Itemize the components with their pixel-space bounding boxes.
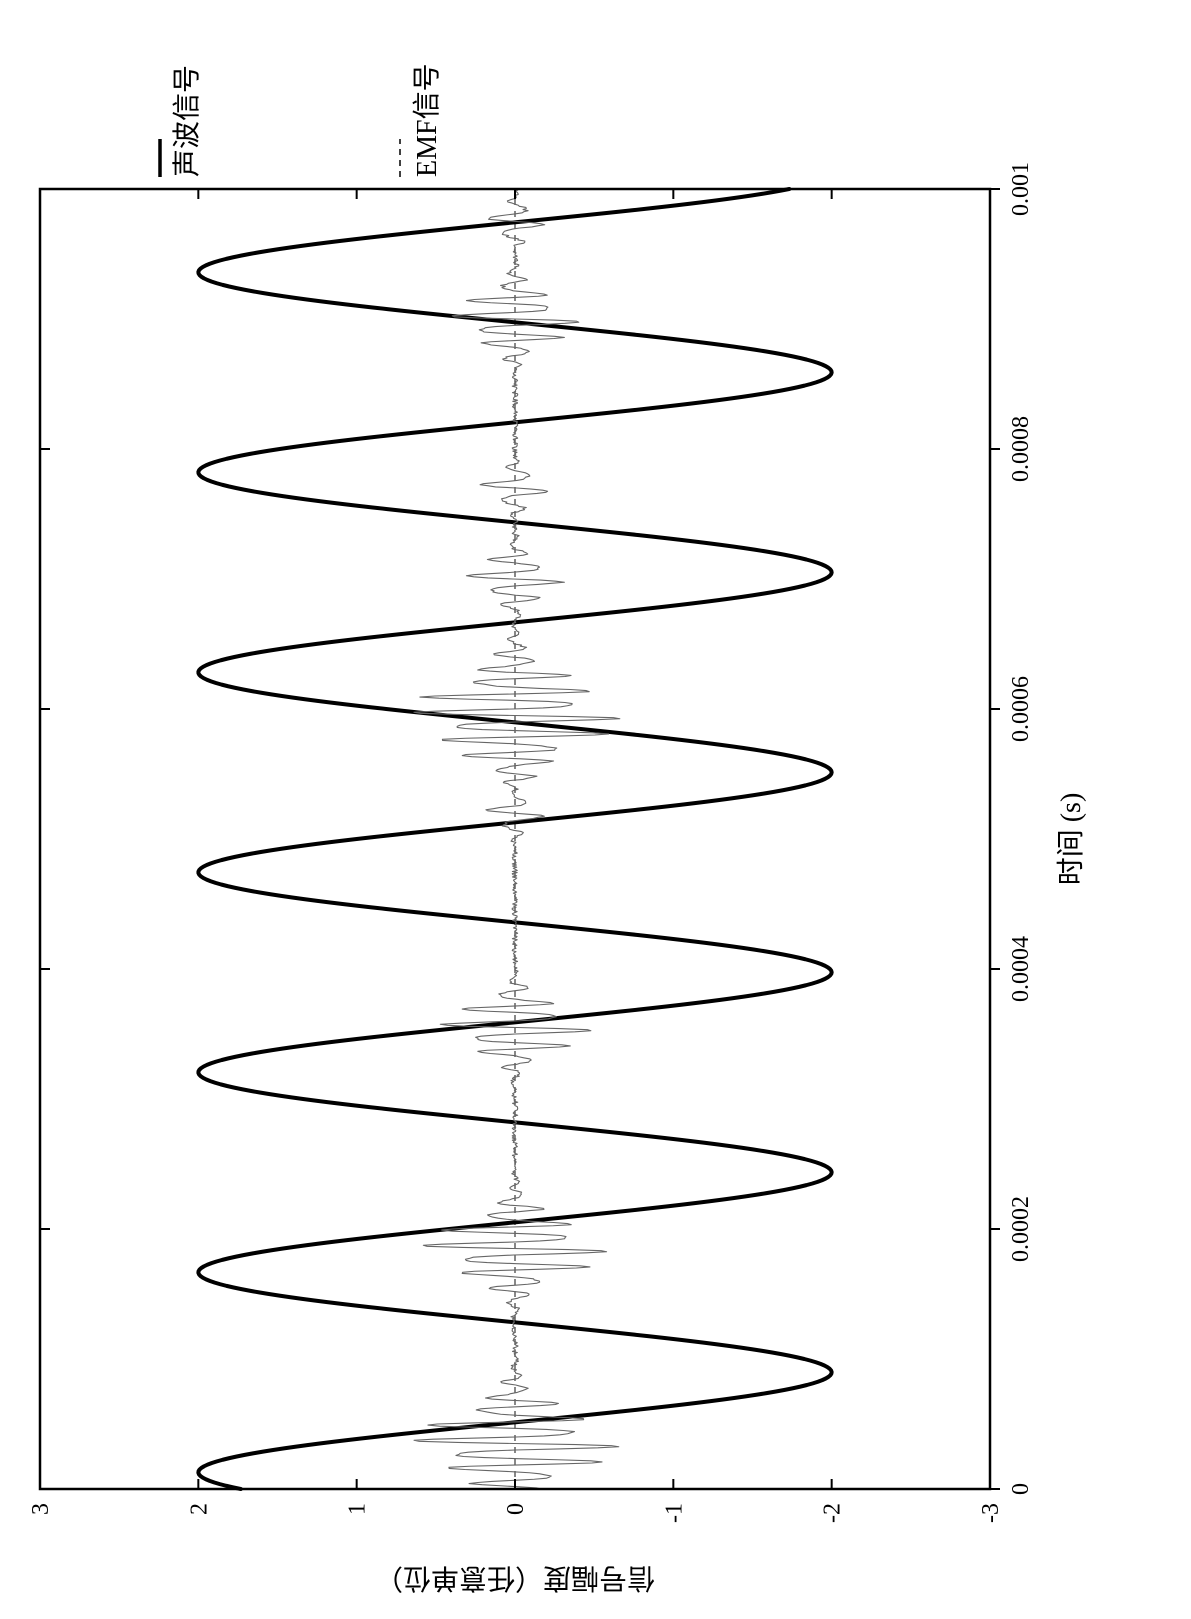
x-axis-label: 时间 (s) <box>1055 793 1087 886</box>
x-tick-label: 0.0004 <box>1008 936 1034 1002</box>
x-tick-label: 0.0008 <box>1008 416 1034 482</box>
legend-label: EMF信号 <box>411 63 443 177</box>
y-tick-label: -2 <box>820 1503 846 1523</box>
y-tick-label: -3 <box>978 1503 1004 1523</box>
rotated-canvas: 0 0.0002 0.0004 0.0006 0.0008 0.001 -3 -2 -1 0 1 2 3… <box>0 0 1191 1619</box>
x-tick-label: 0.0006 <box>1008 676 1034 742</box>
y-tick-label: -1 <box>661 1503 687 1523</box>
x-tick-label: 0 <box>1008 1483 1034 1495</box>
y-tick-label: 2 <box>186 1503 212 1515</box>
x-tick-label: 0.0002 <box>1008 1196 1034 1262</box>
y-tick-label: 3 <box>28 1503 54 1515</box>
signal-chart: 0 0.0002 0.0004 0.0006 0.0008 0.001 -3 -2 -1 0 1 2 3… <box>0 0 1191 1619</box>
legend-label: 声波信号 <box>171 65 203 177</box>
y-tick-label: 0 <box>503 1503 529 1515</box>
y-axis-label: 信号幅度（任意单位） <box>375 1562 655 1594</box>
y-tick-label: 1 <box>345 1503 371 1515</box>
x-tick-label: 0.001 <box>1008 162 1034 216</box>
stage: 0 0.0002 0.0004 0.0006 0.0008 0.001 -3 -2 -1 0 1 2 3… <box>0 0 1191 1619</box>
